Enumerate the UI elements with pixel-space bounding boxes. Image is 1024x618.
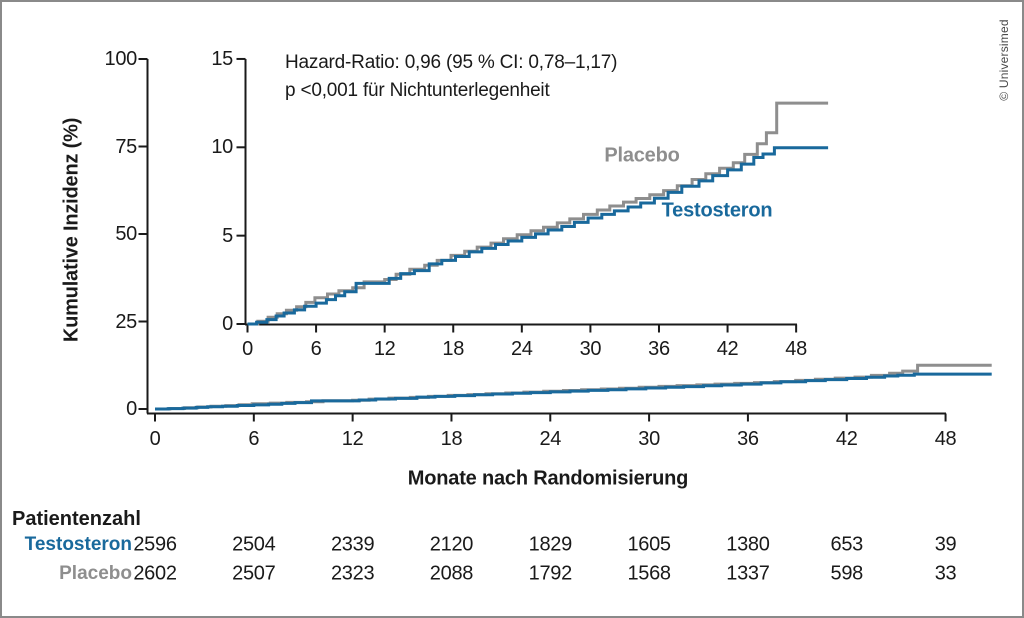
x-tick-label: 42: [716, 338, 739, 360]
x-axis-title: Monate nach Randomisierung: [407, 467, 689, 490]
x-tick-label: 30: [579, 338, 602, 360]
x-tick-label: 42: [835, 428, 858, 450]
testosteron-line: [247, 146, 829, 326]
y-tick-label: 10: [211, 136, 233, 159]
y-tick-label: 25: [115, 310, 137, 333]
y-tick-label: 100: [104, 48, 138, 70]
x-tick-label: 6: [248, 428, 260, 450]
table-row-label-placebo: Placebo: [59, 563, 132, 584]
y-tick-label: 0: [222, 313, 233, 335]
patient-count: 1829: [528, 533, 573, 556]
x-tick-label: 0: [149, 428, 161, 450]
x-tick-label: 12: [341, 428, 364, 450]
y-tick-label: 50: [115, 223, 137, 245]
x-tick-label: 48: [785, 338, 807, 360]
testosteron-line: [155, 372, 992, 411]
patient-count: 2088: [429, 562, 474, 585]
x-tick-label: 24: [539, 428, 562, 450]
patient-count: 653: [830, 533, 863, 556]
patient-count: 39: [934, 533, 957, 556]
patient-count: 1337: [726, 562, 770, 585]
placebo-line: [155, 363, 992, 411]
x-tick-label: 48: [934, 428, 957, 450]
placebo-series-label: Placebo: [604, 144, 680, 167]
x-tick-label: 36: [737, 428, 759, 450]
y-tick-label: 0: [126, 398, 137, 420]
table-row-label-testosteron: Testosteron: [24, 534, 132, 555]
patient-count: 598: [830, 562, 863, 585]
patient-count: 33: [934, 562, 957, 585]
patient-count: 2507: [232, 562, 276, 585]
x-tick-label: 18: [442, 338, 465, 360]
patient-count: 2504: [232, 533, 276, 556]
patient-count: 2596: [133, 533, 177, 556]
hazard-ratio-line: Hazard-Ratio: 0,96 (95 % CI: 0,78–1,17): [285, 52, 618, 73]
hazard-ratio-annotation: Hazard-Ratio: 0,96 (95 % CI: 0,78–1,17) …: [285, 49, 617, 105]
x-tick-label: 12: [373, 338, 396, 360]
patient-count: 2323: [330, 562, 375, 585]
x-tick-label: 30: [638, 428, 660, 450]
y-tick-label: 75: [115, 135, 137, 158]
copyright-credit: © Universimed: [997, 19, 1011, 101]
y-axis-title: Kumulative Inzidenz (%): [60, 117, 83, 343]
y-tick-label: 5: [222, 224, 233, 247]
testosteron-series-label: Testosteron: [661, 199, 773, 222]
x-tick-label: 24: [510, 338, 533, 360]
patient-count: 1568: [627, 562, 671, 585]
patient-count: 1792: [528, 562, 573, 585]
patient-count: 2339: [330, 533, 375, 556]
patient-count: 2120: [429, 533, 474, 556]
patient-count: 1380: [726, 533, 770, 556]
x-tick-label: 18: [440, 428, 463, 450]
x-tick-label: 36: [648, 338, 670, 360]
x-tick-label: 0: [242, 338, 253, 360]
patient-table-header: Patientenzahl: [12, 508, 141, 530]
x-tick-label: 6: [310, 338, 322, 360]
patient-count: 2602: [133, 562, 177, 585]
y-tick-label: 15: [211, 47, 233, 70]
patient-count: 1605: [627, 533, 671, 556]
p-value-line: p <0,001 für Nichtunterlegenheit: [285, 80, 550, 101]
